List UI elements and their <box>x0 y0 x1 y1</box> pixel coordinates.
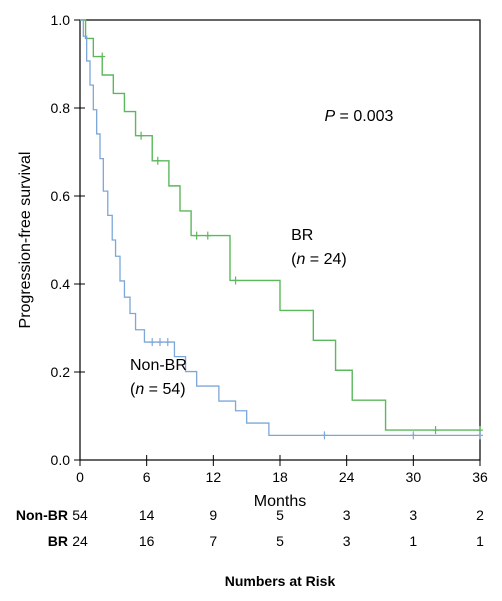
y-tick-label: 0.4 <box>51 276 71 292</box>
risk-cell: 2 <box>476 507 484 523</box>
risk-row-label: Non-BR <box>16 507 68 523</box>
x-tick-label: 0 <box>76 469 84 485</box>
x-tick-label: 36 <box>472 469 488 485</box>
y-tick-label: 0.8 <box>51 100 71 116</box>
survival-chart-container: 0612182430360.00.20.40.60.81.0MonthsProg… <box>0 0 502 601</box>
risk-table-title: Numbers at Risk <box>225 573 336 589</box>
risk-cell: 5 <box>276 507 284 523</box>
risk-cell: 24 <box>72 533 88 549</box>
y-tick-label: 1.0 <box>51 12 71 28</box>
risk-cell: 14 <box>139 507 155 523</box>
x-tick-label: 24 <box>339 469 355 485</box>
risk-cell: 9 <box>209 507 217 523</box>
risk-cell: 1 <box>409 533 417 549</box>
p-value-annotation: P = 0.003 <box>324 108 393 125</box>
series-label-non-br: Non-BR <box>130 357 187 374</box>
risk-cell: 54 <box>72 507 88 523</box>
risk-row-label: BR <box>48 533 68 549</box>
y-tick-label: 0.2 <box>51 364 71 380</box>
series-label-br: BR <box>291 227 313 244</box>
risk-cell: 5 <box>276 533 284 549</box>
series-n-br: (n = 24) <box>291 251 347 268</box>
x-tick-label: 18 <box>272 469 288 485</box>
risk-cell: 3 <box>409 507 417 523</box>
y-tick-label: 0.0 <box>51 452 71 468</box>
risk-cell: 3 <box>343 533 351 549</box>
series-n-non-br: (n = 54) <box>130 381 186 398</box>
y-tick-label: 0.6 <box>51 188 71 204</box>
risk-cell: 16 <box>139 533 155 549</box>
risk-cell: 1 <box>476 533 484 549</box>
x-tick-label: 6 <box>143 469 151 485</box>
risk-cell: 7 <box>209 533 217 549</box>
y-axis-label: Progression-free survival <box>17 152 34 329</box>
survival-chart-svg: 0612182430360.00.20.40.60.81.0MonthsProg… <box>0 0 502 601</box>
risk-cell: 3 <box>343 507 351 523</box>
x-tick-label: 12 <box>206 469 222 485</box>
x-tick-label: 30 <box>406 469 422 485</box>
